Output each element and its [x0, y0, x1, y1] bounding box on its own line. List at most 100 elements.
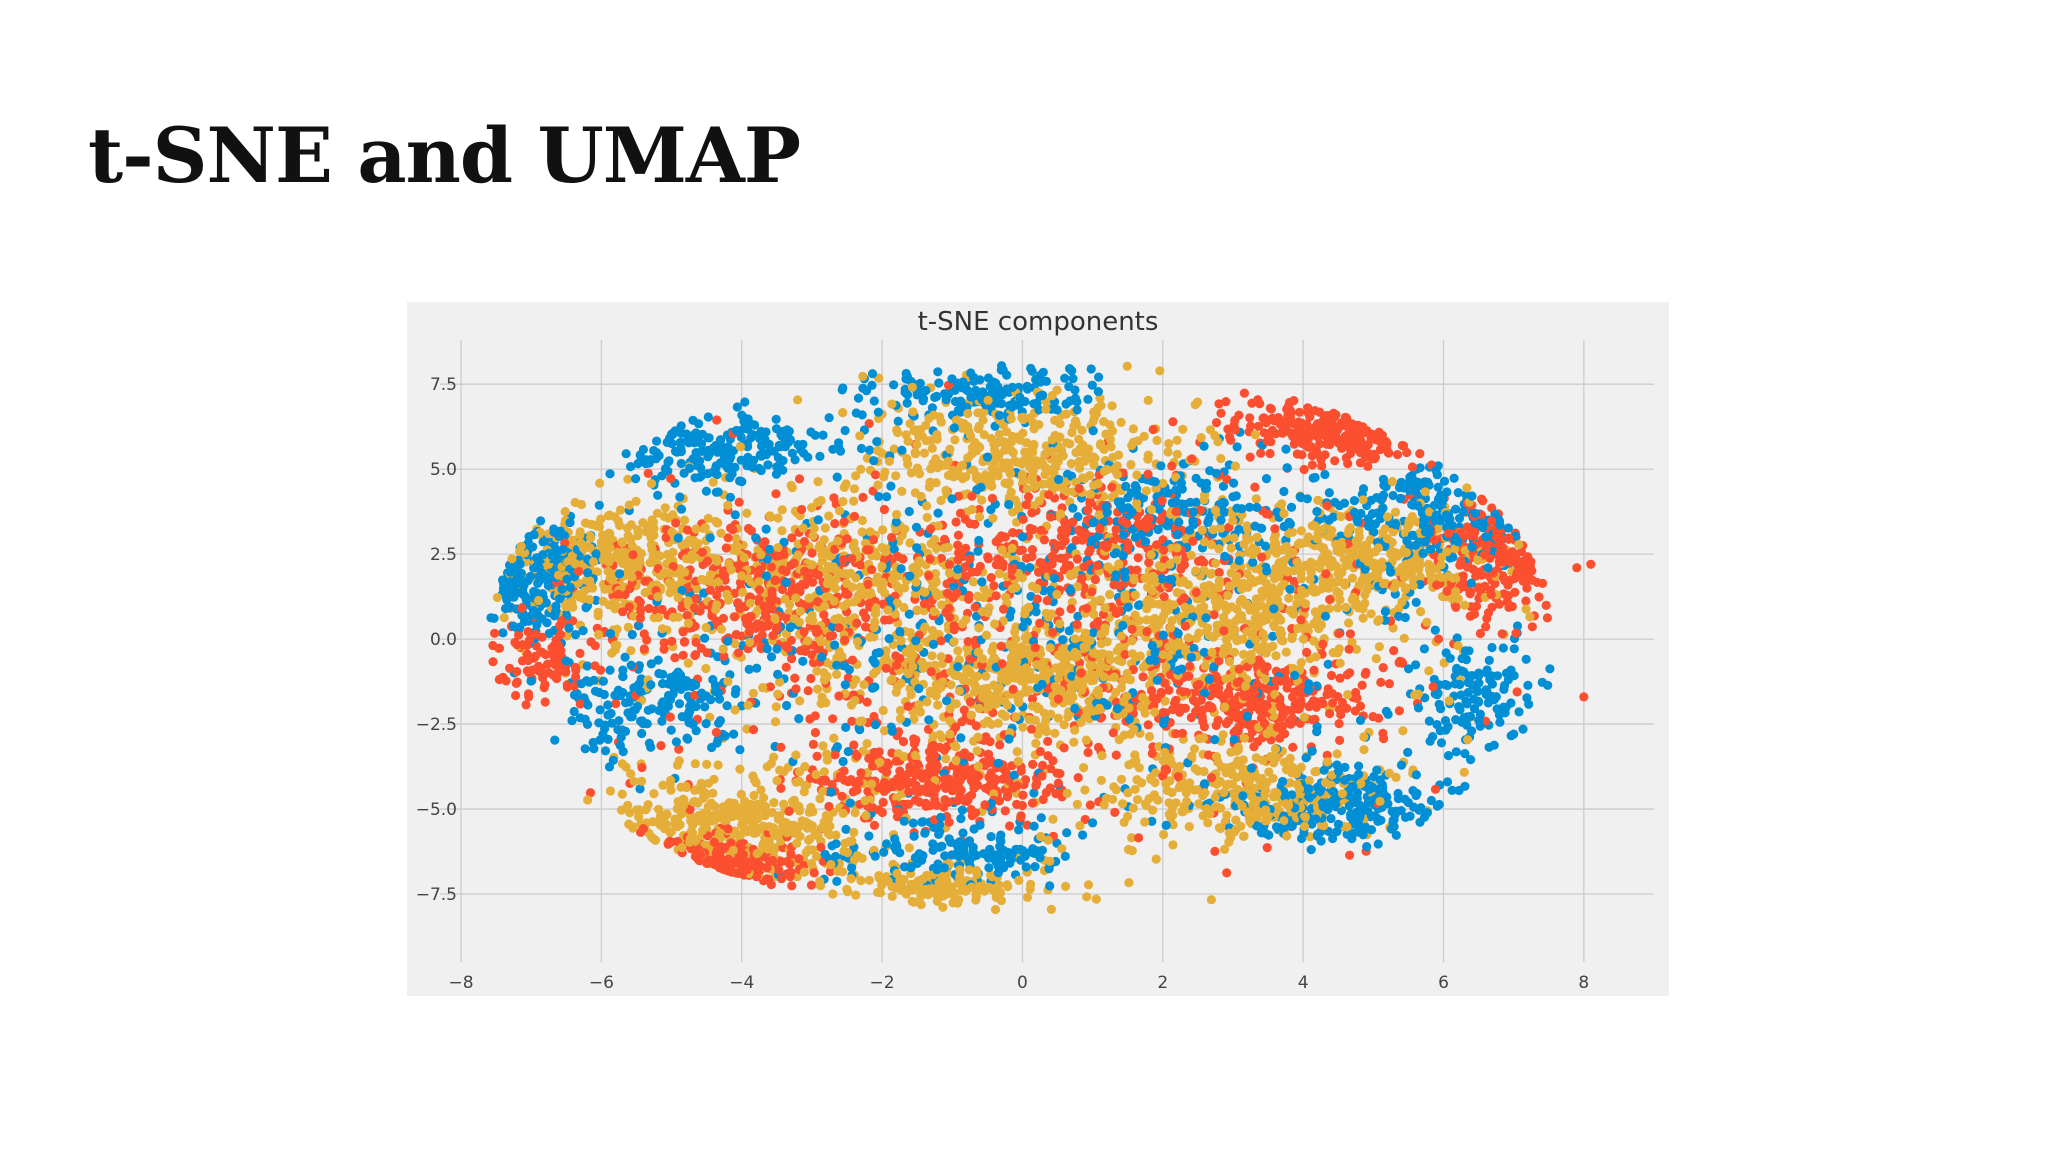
scatter-point: [1062, 828, 1072, 838]
scatter-point: [708, 477, 718, 487]
scatter-point: [1218, 730, 1228, 740]
scatter-point: [1276, 615, 1286, 625]
scatter-point: [1368, 712, 1378, 722]
scatter-point: [1509, 729, 1519, 739]
scatter-point: [832, 472, 842, 482]
scatter-point: [1014, 825, 1024, 835]
scatter-point: [1354, 769, 1364, 779]
scatter-point: [1279, 486, 1289, 497]
scatter-point: [657, 716, 667, 726]
scatter-point: [1332, 826, 1342, 837]
scatter-point: [737, 477, 747, 487]
scatter-point: [1006, 487, 1016, 497]
scatter-point: [1297, 450, 1307, 460]
scatter-point: [740, 397, 750, 407]
scatter-point: [887, 748, 897, 758]
scatter-point: [1190, 400, 1200, 410]
scatter-point: [1102, 429, 1112, 440]
scatter-point: [739, 553, 749, 563]
scatter-point: [1330, 456, 1340, 466]
scatter-point: [905, 538, 915, 548]
scatter-point: [1389, 646, 1399, 656]
scatter-point: [773, 513, 783, 523]
scatter-point: [843, 673, 853, 683]
scatter-point: [1378, 663, 1388, 673]
scatter-point: [879, 504, 889, 515]
scatter-point: [1376, 677, 1386, 687]
scatter-point: [1045, 856, 1055, 866]
scatter-point: [908, 818, 918, 828]
scatter-point: [1391, 772, 1401, 782]
scatter-point: [810, 828, 820, 839]
scatter-point: [1105, 589, 1115, 600]
scatter-point: [769, 798, 779, 808]
scatter-point: [1392, 450, 1403, 460]
scatter-point: [679, 515, 690, 525]
scatter-point: [1449, 473, 1459, 483]
scatter-point: [900, 524, 910, 534]
scatter-point: [1383, 448, 1393, 458]
scatter-point: [1133, 795, 1143, 805]
scatter-point: [1442, 777, 1453, 787]
scatter-point: [1453, 488, 1463, 498]
scatter-point: [1324, 604, 1334, 614]
scatter-point: [787, 448, 797, 458]
scatter-point: [1334, 719, 1344, 729]
scatter-point: [674, 744, 684, 754]
scatter-point: [1288, 742, 1298, 752]
scatter-point: [1078, 830, 1088, 840]
scatter-point: [1281, 444, 1291, 454]
scatter-point: [1521, 596, 1531, 606]
scatter-point: [702, 759, 712, 769]
scatter-point: [777, 505, 787, 515]
scatter-point: [910, 449, 921, 459]
scatter-point: [629, 776, 639, 786]
scatter-point: [819, 610, 829, 620]
scatter-point: [953, 530, 964, 540]
scatter-point: [1179, 499, 1190, 510]
scatter-point: [1323, 659, 1333, 669]
scatter-point: [1239, 388, 1249, 398]
scatter-point: [523, 627, 533, 637]
scatter-point: [781, 662, 791, 672]
scatter-point: [1158, 708, 1168, 718]
scatter-point: [820, 523, 830, 533]
scatter-point: [1317, 554, 1327, 564]
scatter-point: [1343, 690, 1353, 700]
scatter-point: [635, 784, 645, 794]
scatter-point: [1378, 490, 1389, 500]
scatter-point: [1228, 492, 1238, 502]
scatter-point: [1086, 364, 1096, 374]
scatter-point: [659, 511, 669, 522]
scatter-point: [1388, 623, 1398, 633]
scatter-point: [658, 780, 668, 790]
scatter-point: [690, 759, 700, 769]
scatter-point: [1325, 594, 1335, 605]
scatter-point: [858, 371, 868, 381]
scatter-point: [627, 712, 637, 722]
scatter-point: [670, 653, 680, 663]
scatter-point: [1231, 725, 1241, 735]
scatter-point: [984, 772, 994, 782]
scatter-point: [1001, 592, 1011, 602]
scatter-point: [922, 512, 932, 523]
scatter-point: [1473, 686, 1483, 696]
scatter-point: [1324, 488, 1334, 498]
scatter-point: [1253, 737, 1263, 747]
scatter-point: [830, 640, 840, 650]
chart-svg: t-SNE components −8 −6 −4 −2 0 2 4 6 8−7.5−5.0−2…: [416, 307, 1654, 993]
scatter-point: [869, 820, 880, 831]
scatter-point: [1138, 672, 1148, 682]
scatter-point: [1130, 784, 1140, 794]
scatter-point: [858, 492, 868, 502]
scatter-point: [974, 504, 984, 515]
scatter-point: [1085, 800, 1095, 810]
scatter-point: [1509, 644, 1519, 654]
scatter-point: [1579, 692, 1589, 702]
scatter-point: [1027, 552, 1037, 562]
scatter-point: [964, 836, 975, 846]
scatter-point: [806, 673, 816, 684]
scatter-point: [892, 868, 902, 879]
scatter-point: [1503, 523, 1513, 533]
scatter-point: [927, 403, 938, 413]
